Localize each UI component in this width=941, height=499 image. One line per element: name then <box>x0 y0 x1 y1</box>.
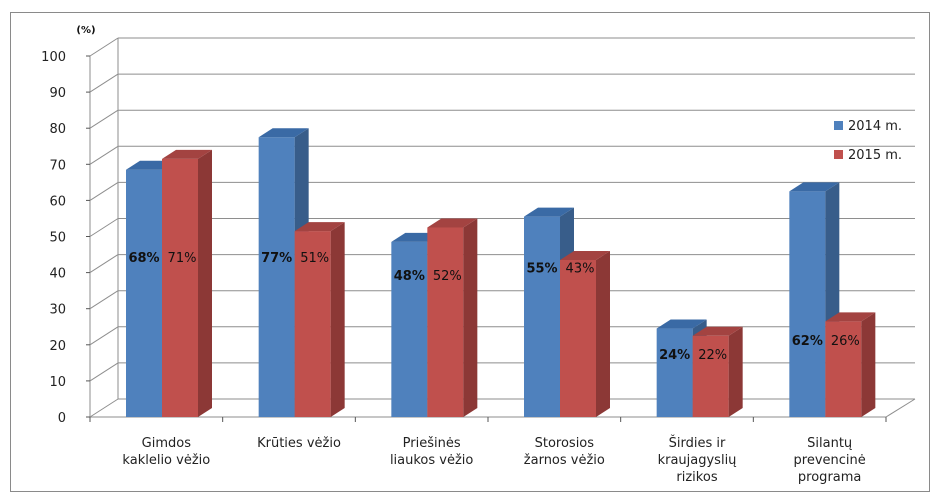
bar-2015-0 <box>162 158 198 417</box>
y-tick-label-10: 10 <box>49 375 66 390</box>
bar-top-0-5 <box>789 182 840 192</box>
side-gridline-40 <box>89 254 119 274</box>
legend-swatch-0 <box>834 121 843 130</box>
bar-side-1-1 <box>330 222 345 417</box>
side-gridline-70 <box>89 145 119 165</box>
side-gridline-60 <box>89 181 119 201</box>
bar-2014-0 <box>126 169 162 417</box>
category-label-4-1: kraujagyslių <box>658 453 737 468</box>
bar-top-1-5 <box>825 312 876 322</box>
y-tick-label-80: 80 <box>49 122 66 137</box>
legend-label-0: 2014 m. <box>848 119 902 134</box>
bar-side-1-0 <box>198 149 212 417</box>
y-tick-label-100: 100 <box>41 50 66 65</box>
y-unit-label: (%) <box>76 25 95 36</box>
side-gridline-80 <box>89 109 119 129</box>
category-label-0-0: Gimdos <box>142 436 192 451</box>
side-gridline-10 <box>89 362 119 382</box>
data-label-0-1: 77% <box>261 251 292 266</box>
floor-right-edge <box>885 398 916 418</box>
bar-2015-5 <box>825 321 862 417</box>
category-label-4-0: Širdies ir <box>669 435 726 451</box>
bar-top-0-4 <box>656 319 707 329</box>
data-label-0-3: 55% <box>526 262 557 277</box>
category-label-0-1: kaklelio vėžio <box>122 453 210 468</box>
category-label-1-0: Krūties vėžio <box>257 436 341 451</box>
category-label-2-0: Priešinės <box>403 436 461 451</box>
data-label-0-0: 68% <box>128 251 159 266</box>
bar-2015-3 <box>560 259 596 417</box>
data-label-1-5: 26% <box>831 334 860 349</box>
bar-side-1-5 <box>861 312 876 417</box>
category-label-5-2: programa <box>798 470 861 485</box>
bar-side-1-4 <box>728 326 743 417</box>
category-label-4-2: rizikos <box>676 470 717 485</box>
y-tick-label-60: 60 <box>49 194 66 209</box>
data-label-0-4: 24% <box>659 348 690 363</box>
bar-side-1-2 <box>463 218 478 417</box>
bar-top-0-3 <box>524 207 574 217</box>
y-tick-label-30: 30 <box>49 303 66 318</box>
bar-2014-3 <box>524 216 560 417</box>
bar-top-1-2 <box>427 218 478 228</box>
data-label-1-4: 22% <box>698 348 727 363</box>
y-tick-label-20: 20 <box>49 339 66 354</box>
bar-2014-2 <box>391 241 428 417</box>
y-tick-label-50: 50 <box>49 231 66 246</box>
y-tick-label-90: 90 <box>49 86 66 101</box>
bar-2015-4 <box>692 335 729 417</box>
bar-top-0-1 <box>258 128 309 138</box>
legend-swatch-1 <box>834 150 843 159</box>
y-tick-label-0: 0 <box>58 411 66 426</box>
bar-top-1-3 <box>560 250 610 260</box>
legend-label-1: 2015 m. <box>848 148 902 163</box>
bar-top-1-0 <box>162 149 212 159</box>
data-label-1-3: 43% <box>566 262 595 277</box>
side-gridline-20 <box>89 326 119 346</box>
category-label-3-0: Storosios <box>535 436 595 451</box>
bar-2014-4 <box>656 328 693 417</box>
data-label-1-0: 71% <box>168 251 197 266</box>
data-label-1-1: 51% <box>300 251 329 266</box>
bar-2015-2 <box>427 227 464 417</box>
category-label-5-0: Silantų <box>807 436 852 451</box>
data-label-0-2: 48% <box>394 269 425 284</box>
bar-2014-5 <box>789 191 826 417</box>
category-label-2-1: liaukos vėžio <box>390 453 473 468</box>
category-label-3-1: žarnos vėžio <box>524 453 605 468</box>
bar-side-1-3 <box>596 250 610 417</box>
side-gridline-0 <box>89 398 119 418</box>
side-gridline-90 <box>89 73 119 93</box>
bar-2014-1 <box>258 137 295 418</box>
side-gridline-50 <box>89 218 119 237</box>
side-gridline-30 <box>89 290 119 310</box>
data-label-0-5: 62% <box>792 334 823 349</box>
bar-top-1-4 <box>692 326 743 336</box>
side-gridline-100 <box>89 37 119 57</box>
category-label-5-1: prevencinė <box>794 453 866 468</box>
bar-2015-1 <box>294 231 331 417</box>
bar-top-1-1 <box>294 222 345 232</box>
y-tick-label-70: 70 <box>49 158 66 173</box>
data-label-1-2: 52% <box>433 269 462 284</box>
y-tick-label-40: 40 <box>49 267 66 282</box>
